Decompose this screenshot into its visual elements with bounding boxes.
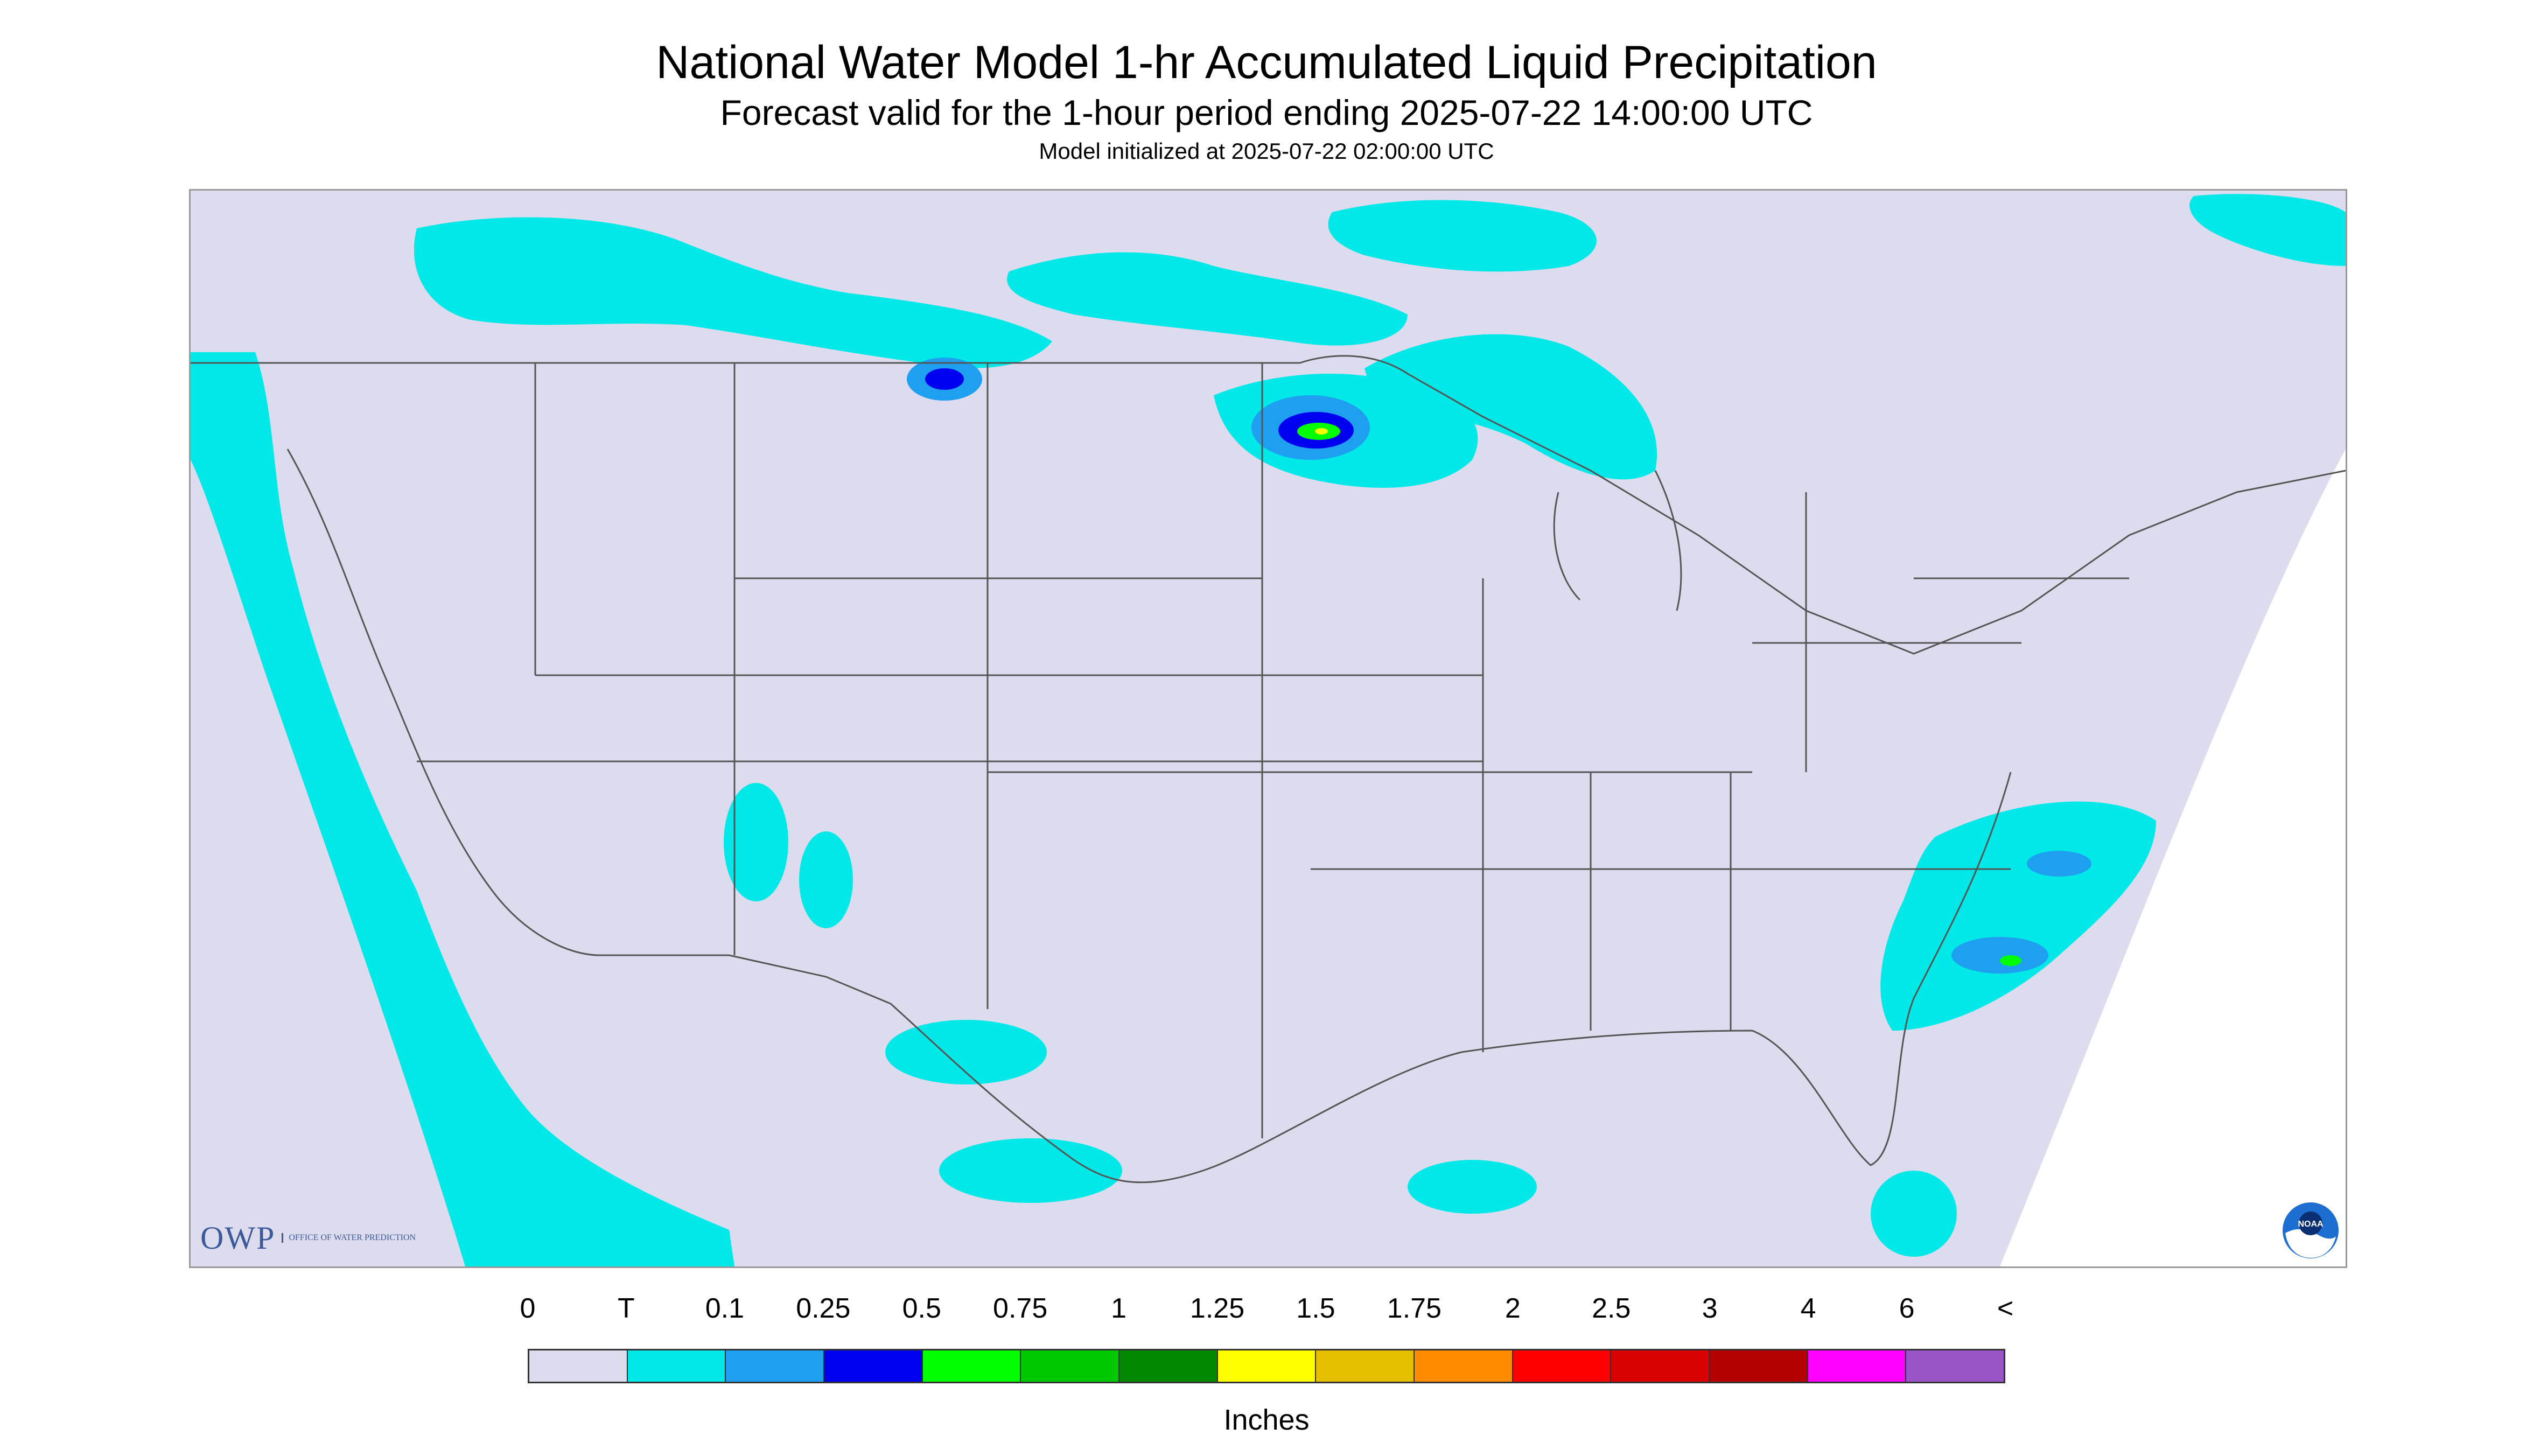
legend-swatch	[1415, 1350, 1513, 1382]
legend-swatch	[1021, 1350, 1120, 1382]
legend-swatch	[1710, 1350, 1808, 1382]
legend-label: 1	[1111, 1293, 1127, 1324]
legend-colorbar	[528, 1349, 2005, 1383]
map-subtitle: Forecast valid for the 1-hour period end…	[720, 93, 1813, 132]
legend-units: Inches	[1223, 1404, 1310, 1436]
precip-atlantic-core-1	[1951, 937, 2048, 974]
legend-swatch	[922, 1350, 1021, 1382]
legend-swatch	[726, 1350, 825, 1382]
legend-label: 0.25	[796, 1293, 851, 1324]
legend-labels: 0 T 0.1 0.25 0.5 0.75 1 1.25 1.5 1.75 2 2.5 3 4 6 <	[0, 1292, 2533, 1330]
map-title: National Water Model 1-hr Accumulated Li…	[656, 37, 1877, 88]
noaa-logo: NOAA	[2283, 1202, 2339, 1258]
legend-swatch	[1513, 1350, 1612, 1382]
legend-swatch	[529, 1350, 628, 1382]
precip-southwest-1	[724, 783, 788, 901]
legend-label: 1.25	[1189, 1293, 1245, 1324]
precip-pacific	[191, 352, 734, 1266]
legend-label: 0.1	[705, 1293, 745, 1324]
precip-mexico-1	[939, 1138, 1122, 1203]
model-init-time: Model initialized at 2025-07-22 02:00:00…	[1039, 138, 1494, 164]
legend-label: 4	[1800, 1293, 1816, 1324]
precip-great-lakes	[1365, 334, 1657, 480]
legend-label: 0	[520, 1293, 536, 1324]
precip-southwest-2	[799, 831, 853, 928]
legend-swatch	[1906, 1350, 2004, 1382]
owp-logo: OWP Office of Water Prediction	[200, 1219, 416, 1257]
legend-label: 2.5	[1592, 1293, 1631, 1324]
outside-domain-east	[2000, 449, 2346, 1266]
legend-swatch	[1611, 1350, 1710, 1382]
legend-label: 6	[1899, 1293, 1915, 1324]
precip-gulf-1	[1408, 1160, 1537, 1214]
precip-minnesota-yellow	[1315, 428, 1328, 435]
legend-label: 0.5	[902, 1293, 941, 1324]
legend-label: T	[618, 1293, 635, 1324]
legend-label: <	[1997, 1293, 2014, 1324]
owp-logo-subtext: Office of Water Prediction	[282, 1233, 416, 1243]
precip-northern-band-central	[1007, 252, 1408, 346]
precip-atlantic-core-2	[2027, 851, 2091, 877]
legend-label: 0.75	[993, 1293, 1048, 1324]
legend-label: 3	[1702, 1293, 1718, 1324]
precip-montana-center	[925, 368, 964, 390]
legend-swatch	[1119, 1350, 1218, 1382]
legend-swatch	[1316, 1350, 1415, 1382]
state-boundaries	[191, 355, 2346, 1184]
legend-label: 2	[1505, 1293, 1521, 1324]
precip-quebec	[2189, 194, 2346, 266]
legend-swatch	[627, 1350, 726, 1382]
legend-swatch	[1808, 1350, 1907, 1382]
owp-logo-text: OWP	[200, 1220, 276, 1256]
legend-label: 1.75	[1387, 1293, 1442, 1324]
precip-texas-1	[885, 1020, 1047, 1084]
legend-swatch	[1217, 1350, 1317, 1382]
precip-atlantic-core-3	[2000, 955, 2021, 966]
precip-northern-band-west	[414, 217, 1052, 368]
map-canvas	[191, 194, 2346, 1266]
precip-caribbean-1	[1871, 1171, 1957, 1257]
noaa-logo-text: NOAA	[2298, 1220, 2324, 1229]
legend-swatch	[824, 1350, 923, 1382]
precipitation-map: OWP Office of Water Prediction NOAA	[189, 189, 2347, 1268]
legend-label: 1.5	[1296, 1293, 1335, 1324]
precip-canada-east	[1328, 200, 1597, 272]
